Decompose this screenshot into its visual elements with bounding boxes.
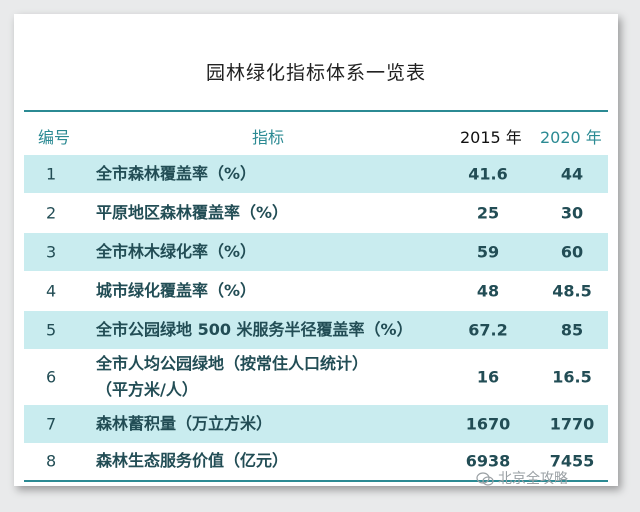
row-value-2015: 59 [476,242,500,262]
table-bottom-rule [24,480,608,482]
header-2015: 2015 年 [460,128,522,147]
row-value-2015: 25 [476,203,500,223]
table-row: 3 全市林木绿化率（%） 59 60 [24,233,608,271]
table-row: 4 城市绿化覆盖率（%） 48 48.5 [24,271,608,311]
row-value-2015: 6938 [465,451,511,471]
header-2020: 2020 年 [540,128,602,147]
row-indicator-line2: （平方米/人） [96,380,198,399]
row-value-2020: 16.5 [552,367,592,387]
row-value-2020: 1770 [549,414,595,434]
row-value-2020: 85 [560,320,584,340]
row-number: 8 [46,451,57,471]
row-value-2020: 48.5 [552,281,592,301]
header-number: 编号 [38,128,71,147]
row-value-2020: 7455 [549,451,595,471]
table-card: 园林绿化指标体系一览表 编号 指标 2015 年 2020 年 1 全市森林覆盖… [14,14,618,486]
table-row: 1 全市森林覆盖率（%） 41.6 44 [24,155,608,193]
row-indicator: 平原地区森林覆盖率（%） [96,203,289,222]
row-number: 5 [46,320,57,340]
row-value-2015: 41.6 [468,164,508,184]
row-indicator: 城市绿化覆盖率（%） [96,281,257,300]
page-title: 园林绿化指标体系一览表 [205,62,426,84]
header-indicator: 指标 [252,128,285,147]
watermark: 北京全攻略 [476,468,568,488]
row-indicator: 全市公园绿地 500 米服务半径覆盖率（%） [96,320,413,339]
table-row: 5 全市公园绿地 500 米服务半径覆盖率（%） 67.2 85 [24,311,608,349]
row-indicator: 森林生态服务价值（亿元） [96,451,289,470]
row-number: 6 [46,367,57,387]
row-indicator: 全市森林覆盖率（%） [96,164,257,183]
table-row: 2 平原地区森林覆盖率（%） 25 30 [24,193,608,233]
row-indicator: 森林蓄积量（万立方米） [96,414,273,433]
row-number: 4 [46,281,57,301]
row-value-2015: 48 [476,281,500,301]
wechat-icon [476,472,494,486]
row-value-2015: 1670 [465,414,511,434]
row-value-2015: 67.2 [468,320,508,340]
row-number: 2 [46,203,57,223]
row-number: 7 [46,414,57,434]
row-indicator: 全市人均公园绿地（按常住人口统计） （平方米/人） [96,351,368,403]
table-row: 7 森林蓄积量（万立方米） 1670 1770 [24,405,608,443]
row-number: 1 [46,164,57,184]
row-value-2020: 30 [560,203,584,223]
row-indicator: 全市林木绿化率（%） [96,242,257,261]
row-indicator-line1: 全市人均公园绿地（按常住人口统计） [96,354,369,373]
table-header: 编号 指标 2015 年 2020 年 [24,110,608,157]
table-row: 6 全市人均公园绿地（按常住人口统计） （平方米/人） 16 16.5 [24,349,608,405]
row-number: 3 [46,242,57,262]
watermark-text: 北京全攻略 [498,471,568,487]
table-body: 1 全市森林覆盖率（%） 41.6 44 2 平原地区森林覆盖率（%） 25 3… [24,155,608,479]
row-value-2020: 60 [560,242,584,262]
table-row: 8 森林生态服务价值（亿元） 6938 7455 [24,443,608,479]
row-value-2015: 16 [476,367,500,387]
row-value-2020: 44 [560,164,584,184]
